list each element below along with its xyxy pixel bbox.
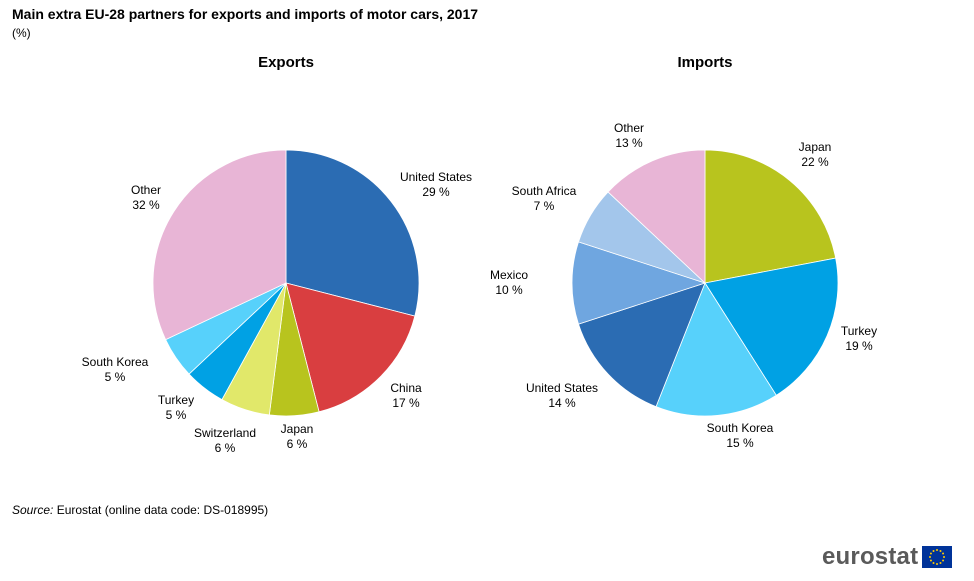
slice-label-imports-south-africa: South Africa 7 %: [512, 184, 577, 213]
slice-label-exports-turkey: Turkey 5 %: [158, 393, 194, 422]
logo-text: eurostat: [822, 543, 919, 570]
source-note: Source: Eurostat (online data code: DS-0…: [12, 503, 268, 517]
pie-slice-exports-united-states: [285, 149, 420, 317]
slice-label-exports-south-korea: South Korea 5 %: [82, 355, 149, 384]
slice-label-imports-united-states: United States 14 %: [526, 381, 598, 410]
slice-label-imports-turkey: Turkey 19 %: [841, 324, 877, 353]
page-title: Main extra EU-28 partners for exports an…: [12, 6, 479, 22]
pie-slice-imports-south-korea: [655, 282, 777, 417]
slice-label-imports-south-korea: South Korea 15 %: [707, 421, 774, 450]
page-unit: (%): [12, 26, 31, 40]
eu-flag-icon: [922, 546, 953, 568]
pie-slice-imports-japan: [704, 149, 837, 284]
slice-label-imports-japan: Japan 22 %: [799, 140, 832, 169]
slice-label-imports-other: Other 13 %: [614, 121, 644, 150]
source-label: Source:: [12, 503, 54, 517]
pie-slice-exports-other: [152, 149, 287, 341]
slice-label-exports-other: Other 32 %: [131, 183, 161, 212]
pie-slice-imports-mexico: [571, 241, 707, 325]
slice-label-imports-mexico: Mexico 10 %: [490, 268, 528, 297]
slice-label-exports-united-states: United States 29 %: [400, 170, 472, 199]
slice-label-exports-switzerland: Switzerland 6 %: [194, 426, 256, 455]
slice-label-exports-japan: Japan 6 %: [281, 422, 314, 451]
source-text: Eurostat (online data code: DS-018995): [56, 503, 269, 517]
pie-title-exports: Exports: [258, 54, 314, 71]
slice-label-exports-china: China 17 %: [390, 381, 422, 410]
pie-title-imports: Imports: [677, 54, 732, 71]
pie-slice-exports-china: [285, 282, 416, 413]
pie-slice-imports-turkey: [704, 257, 839, 396]
pie-slice-imports-other: [607, 149, 706, 284]
eurostat-logo: eurostat: [822, 543, 953, 571]
